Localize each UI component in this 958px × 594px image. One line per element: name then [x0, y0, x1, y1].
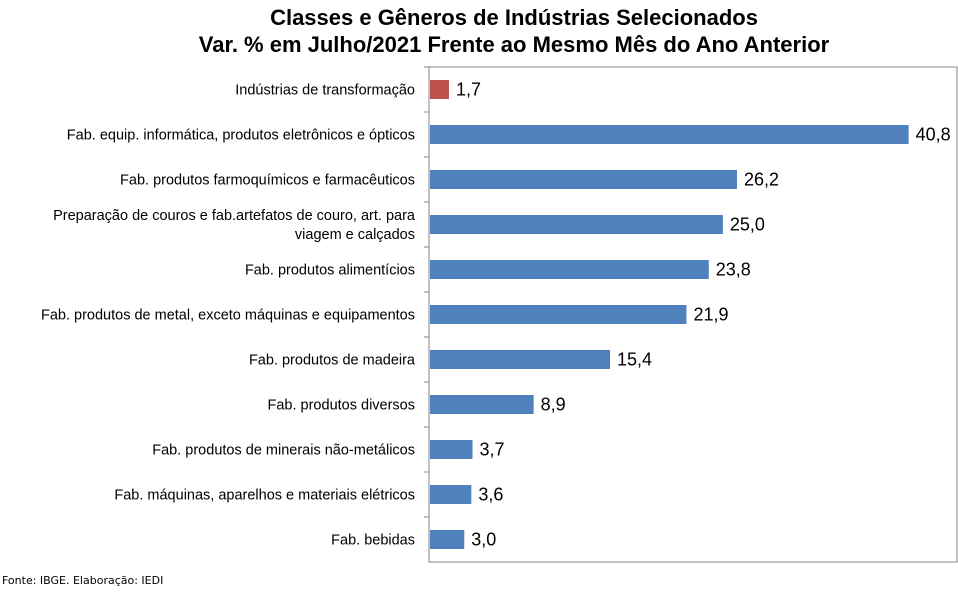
bar	[430, 440, 473, 459]
data-label: 26,2	[744, 170, 779, 190]
bar	[430, 485, 472, 504]
category-label: Fab. produtos de madeira	[249, 353, 416, 369]
category-label: Fab. bebidas	[331, 533, 415, 549]
data-label: 3,7	[479, 440, 504, 460]
bar	[430, 125, 909, 144]
chart-title-line-1: Classes e Gêneros de Indústrias Selecion…	[270, 5, 758, 30]
bar	[430, 170, 737, 189]
category-label: Fab. produtos farmoquímicos e farmacêuti…	[120, 173, 415, 189]
data-label: 23,8	[716, 260, 751, 280]
bar	[430, 80, 449, 99]
data-label: 3,6	[478, 485, 503, 505]
data-label: 25,0	[730, 215, 765, 235]
data-label: 15,4	[617, 350, 652, 370]
category-label: Fab. produtos de metal, exceto máquinas …	[41, 308, 415, 324]
category-label: Indústrias de transformação	[235, 83, 415, 99]
chart-title-line-2: Var. % em Julho/2021 Frente ao Mesmo Mês…	[198, 32, 830, 57]
category-label: Fab. equip. informática, produtos eletrô…	[67, 128, 415, 144]
chart-title: Classes e Gêneros de Indústrias Selecion…	[0, 4, 958, 58]
category-label: Fab. produtos alimentícios	[245, 263, 415, 279]
category-label: Fab. máquinas, aparelhos e materiais elé…	[114, 488, 415, 504]
bar	[430, 260, 709, 279]
bar	[430, 305, 687, 324]
category-label: Preparação de couros e fab.artefatos de …	[53, 208, 416, 224]
bar	[430, 395, 534, 414]
bar	[430, 215, 723, 234]
source-note: Fonte: IBGE. Elaboração: IEDI	[2, 574, 164, 587]
bar	[430, 530, 465, 549]
bar	[430, 350, 611, 369]
data-label: 21,9	[693, 305, 728, 325]
category-label: viagem e calçados	[295, 227, 415, 243]
data-label: 1,7	[456, 80, 481, 100]
category-label: Fab. produtos diversos	[268, 398, 416, 414]
category-label: Fab. produtos de minerais não-metálicos	[152, 443, 415, 459]
plot-area: Indústrias de transformação 1,7 Fab. equip…	[41, 66, 958, 563]
data-label: 8,9	[541, 395, 566, 415]
data-label: 40,8	[916, 125, 951, 145]
data-label: 3,0	[471, 530, 496, 550]
